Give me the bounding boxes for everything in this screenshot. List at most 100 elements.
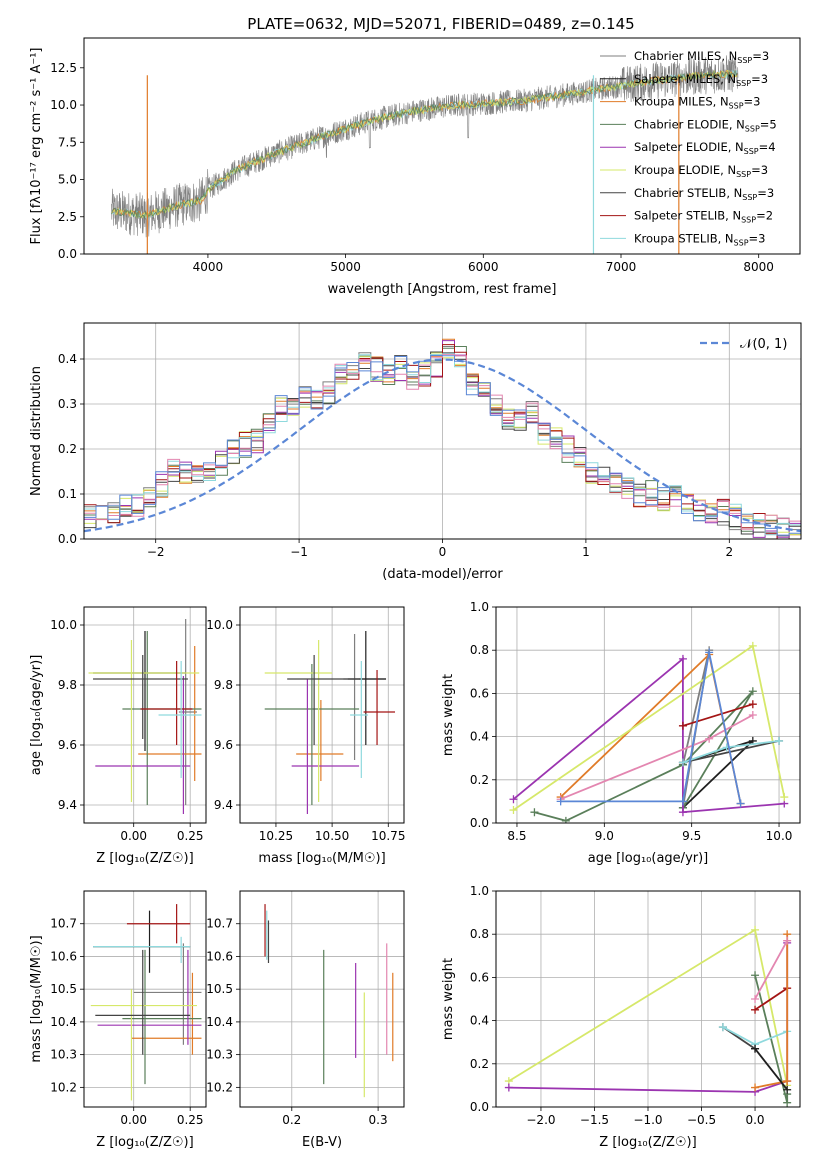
mass-weight-line: [754, 987, 788, 1011]
age-vs-mass-plot-area: [264, 631, 396, 814]
x-tick-label: 4000: [193, 260, 224, 274]
mass-vs-Z-plot-area: [90, 904, 202, 1101]
legend-entry: Kroupa ELODIE, NSSP=3: [634, 163, 768, 179]
y-tick-label: 0.2: [470, 1057, 489, 1071]
mass-weight-vs-Z-plot-area: [504, 925, 792, 1107]
y-tick-label: 10.2: [50, 1080, 77, 1094]
mass-weight-marker: [678, 721, 687, 730]
y-tick-label: 10.5: [50, 982, 77, 996]
x-tick-label: −1.0: [633, 1113, 662, 1127]
residual-histogram-plot-area: [84, 338, 801, 539]
mass-weight-marker: [775, 736, 784, 745]
mass-weight-marker: [561, 816, 570, 823]
model-spectrum-line: [111, 69, 738, 219]
y-tick-label: 9.6: [214, 738, 233, 752]
model-spectrum-line: [111, 70, 738, 220]
y-tick-label: 10.6: [50, 949, 77, 963]
spectrum-plot-area: [111, 54, 739, 254]
spectrum-panel: 4000 5000 6000 7000 8000 0.0 2.5 5.0 7.5 10.0 12.5…: [29, 37, 801, 297]
mass-weight-line: [754, 940, 788, 1000]
mass-weight-marker: [783, 1098, 792, 1107]
y-tick-label: 10.3: [206, 1048, 233, 1062]
x-tick-label: 0.0: [745, 1113, 764, 1127]
y-tick-label: 12.5: [50, 61, 77, 75]
y-tick-label: 9.8: [214, 678, 233, 692]
mass-weight-marker: [751, 995, 760, 1003]
mass-weight-marker: [783, 1077, 792, 1086]
y-axis-label: mass [log₁₀(M/M☉)]: [29, 935, 44, 1062]
y-axis-label: mass weight: [441, 674, 456, 756]
y-axis-label: mass weight: [441, 958, 456, 1040]
mass-weight-marker: [556, 797, 565, 806]
y-tick-label: 10.5: [206, 982, 233, 996]
mass-weight-marker: [736, 799, 745, 808]
x-tick-label: 10.75: [371, 829, 405, 843]
residual-histogram-step: [84, 355, 801, 536]
x-axis-label: Z [log₁₀(Z/Z☉)]: [96, 1135, 193, 1150]
gaussian-reference-line: [84, 358, 801, 533]
x-tick-label: 8000: [743, 260, 774, 274]
mass-vs-EBV-plot-area: [264, 904, 394, 1098]
x-tick-label: 10.50: [315, 829, 349, 843]
mass-vs-Z-panel: 0.00 0.25 10.2 10.3 10.4 10.5 10.6 10.7 Z [log₁₀…: [29, 890, 207, 1150]
mass-weight-marker: [748, 641, 757, 650]
y-axis-label: Normed distribution: [29, 366, 44, 496]
x-tick-label: 1: [582, 545, 590, 559]
y-tick-label: 10.4: [206, 1015, 233, 1029]
x-axis-label: (data-model)/error: [382, 567, 503, 582]
x-tick-label: 5000: [330, 260, 361, 274]
axes-frame: [83, 606, 207, 824]
axes-frame: [83, 37, 801, 255]
x-tick-label: 0.25: [177, 1113, 204, 1127]
x-tick-label: 7000: [606, 260, 637, 274]
y-tick-label: 0.0: [58, 532, 77, 546]
y-tick-label: 10.0: [50, 618, 77, 632]
age-vs-Z-plot-area: [88, 619, 202, 814]
y-tick-label: 10.7: [206, 917, 233, 931]
x-axis-label: Z [log₁₀(Z/Z☉)]: [599, 1135, 696, 1150]
y-tick-label: 0.2: [470, 773, 489, 787]
mass-weight-line: [560, 652, 742, 804]
axes-frame: [239, 890, 405, 1108]
y-tick-label: 10.7: [50, 917, 77, 931]
axes-frame: [495, 606, 801, 824]
age-vs-mass-panel: 10.25 10.50 10.75 9.4 9.6 9.8 10.0 mass [log₁₀(…: [206, 606, 405, 866]
x-axis-label: mass [log₁₀(M/M☉)]: [258, 851, 385, 866]
mass-weight-marker: [504, 1083, 513, 1092]
age-vs-Z-panel: 0.00 0.25 9.4 9.6 9.8 10.0 Z [log₁₀(Z/Z☉)] age …: [29, 606, 207, 866]
mass-weight-line: [754, 1048, 788, 1091]
mass-weight-marker: [678, 758, 687, 767]
y-tick-label: 2.5: [58, 210, 77, 224]
y-tick-label: 9.8: [58, 678, 77, 692]
y-tick-label: 0.4: [470, 1014, 489, 1028]
mass-weight-line: [682, 703, 754, 727]
mass-weight-marker: [509, 806, 518, 815]
y-tick-label: 0.2: [58, 442, 77, 456]
legend-entry: Salpeter ELODIE, NSSP=4: [634, 140, 776, 156]
y-tick-label: 0.8: [470, 927, 489, 941]
mass-weight-marker: [751, 1005, 760, 1014]
mass-weight-marker: [678, 808, 687, 817]
x-axis-label: Z [log₁₀(Z/Z☉)]: [96, 851, 193, 866]
y-tick-label: 0.4: [470, 730, 489, 744]
x-axis-label: E(B-V): [302, 1135, 342, 1150]
y-tick-label: 10.6: [206, 949, 233, 963]
x-tick-label: 2: [725, 545, 733, 559]
y-tick-label: 0.6: [470, 970, 489, 984]
y-tick-label: 0.1: [58, 487, 77, 501]
y-tick-label: 1.0: [470, 884, 489, 898]
mass-weight-marker: [751, 1083, 760, 1092]
axes-frame: [83, 890, 207, 1108]
mass-weight-vs-age-plot-area: [509, 641, 789, 823]
residual-histogram-panel: −2 −1 0 1 2 0.0 0.1 0.2 0.3 0.4 (data-model)/error…: [29, 322, 802, 582]
mass-weight-marker: [780, 793, 789, 802]
x-tick-label: 10.25: [259, 829, 293, 843]
legend-entry: Kroupa STELIB, NSSP=3: [634, 231, 765, 247]
x-tick-label: −1: [290, 545, 308, 559]
mass-weight-marker: [718, 1023, 727, 1032]
mass-vs-EBV-panel: 0.2 0.3 10.2 10.3 10.4 10.5 10.6 10.7 E(B-V): [206, 890, 405, 1150]
y-tick-label: 0.3: [58, 397, 77, 411]
legend-entry: 𝒩(0, 1): [740, 337, 787, 352]
mass-weight-marker: [748, 711, 757, 719]
x-tick-label: 10.0: [766, 829, 793, 843]
